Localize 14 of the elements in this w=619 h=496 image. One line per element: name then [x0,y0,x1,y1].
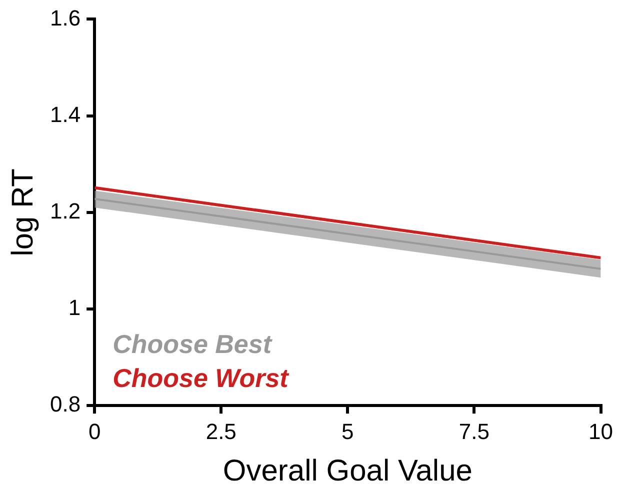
x-tick-label: 2.5 [206,418,236,444]
y-tick-label: 1 [68,295,81,320]
x-tick-label: 10 [588,418,614,444]
x-tick-label: 7.5 [458,418,490,444]
x-axis-title: Overall Goal Value [222,454,472,488]
text: Choose Worst [112,362,290,393]
y-tick-label: 1.2 [50,198,81,224]
y-tick-label: 1.6 [50,5,81,30]
x-tick-label: 5 [342,418,354,444]
y-tick-label: 1.4 [50,102,81,127]
text: Choose Best [112,328,273,359]
y-axis-title: log RT [6,168,40,256]
x-tick-label: 0 [88,418,101,444]
y-tick-label: 0.8 [50,392,81,417]
